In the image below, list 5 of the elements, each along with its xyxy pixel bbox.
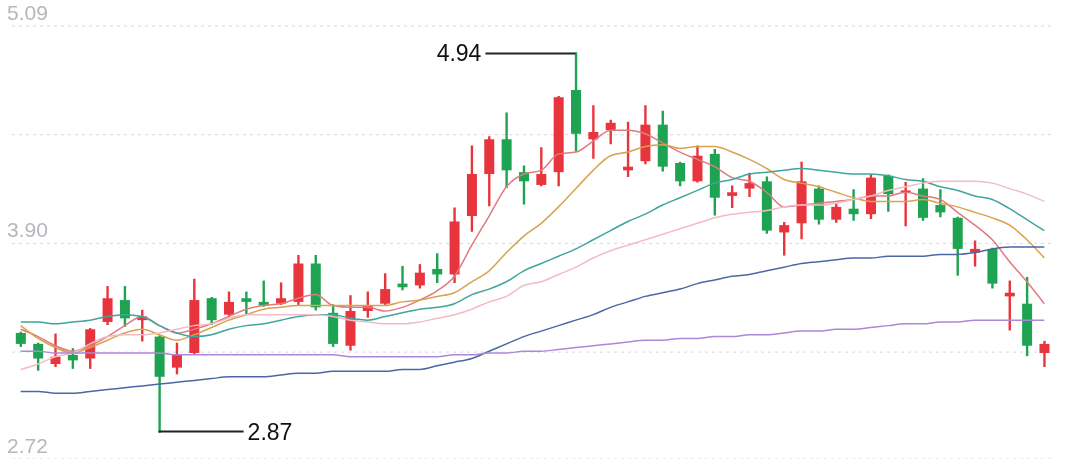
y-tick-label: 2.72: [7, 434, 48, 457]
annotation: 2.87: [247, 418, 293, 445]
annotation: 4.94: [436, 40, 482, 67]
y-tick-label: 5.09: [7, 1, 48, 24]
y-tick-label: 3.90: [7, 218, 48, 242]
